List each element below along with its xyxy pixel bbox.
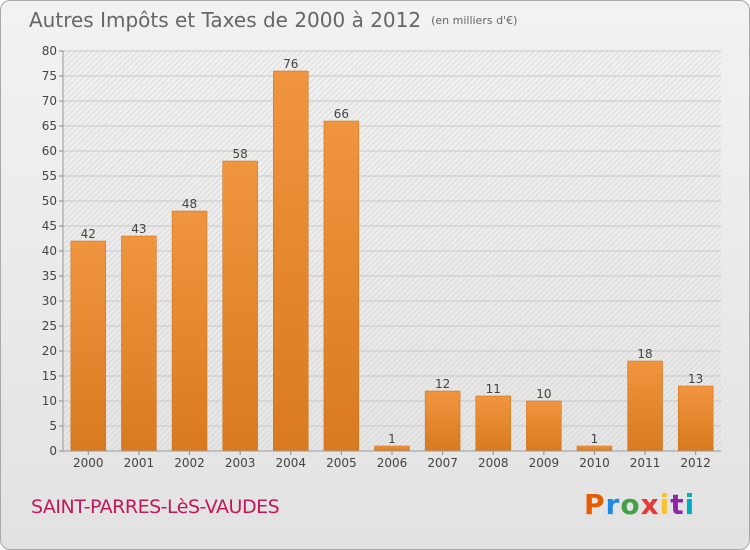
x-tick-label: 2004 [275,456,306,470]
y-tick-label: 40 [42,244,57,258]
y-tick-label: 70 [42,94,57,108]
bar-2011[interactable] [627,360,663,452]
bar-2001[interactable] [121,235,157,452]
y-tick-label: 55 [42,169,57,183]
logo-letter: t [670,488,685,521]
x-tick-label: 2007 [427,456,458,470]
logo-letter: i [684,488,696,521]
data-label-2011: 18 [637,347,652,361]
y-tick-label: 30 [42,294,57,308]
logo-letter: i [659,488,671,521]
logo-letter: P [584,488,606,521]
x-tick-label: 2009 [529,456,560,470]
x-tick-label: 2010 [579,456,610,470]
y-tick-label: 80 [42,44,57,58]
bar-2007[interactable] [424,390,461,452]
chart-subtitle: (en milliers d'€) [431,14,518,27]
data-label-2006: 1 [388,432,396,446]
y-tick-label: 65 [42,119,57,133]
bar-2009[interactable] [526,400,562,452]
x-tick-label: 2012 [680,456,711,470]
data-label-2010: 1 [591,432,599,446]
y-tick-label: 45 [42,219,57,233]
data-label-2008: 11 [486,382,501,396]
data-label-2002: 48 [182,197,197,211]
chart-title: Autres Impôts et Taxes de 2000 à 2012 (en… [29,8,517,32]
logo-letter: x [640,488,660,521]
x-tick-label: 2000 [73,456,104,470]
x-tick-label: 2006 [377,456,408,470]
data-label-2000: 42 [81,227,96,241]
x-axis: 2000 2001 2002 2003 2004 2005 2006 2007 2008 2009… [63,450,721,470]
y-tick-label: 60 [42,144,57,158]
logo-letter: o [620,488,641,521]
bar-2004[interactable] [273,70,309,452]
bars: 42 43 48 58 76 66 1 12 11 10 1 18 13 [70,57,714,452]
y-tick-label: 15 [42,369,57,383]
location-name: SAINT-PARRES-LèS-VAUDES [31,496,280,518]
bar-2002[interactable] [171,210,208,452]
x-tick-label: 2002 [174,456,205,470]
y-tick-label: 20 [42,344,57,358]
data-label-2004: 76 [283,57,298,71]
y-tick-label: 25 [42,319,57,333]
x-tick-label: 2003 [225,456,256,470]
bar-2010[interactable] [576,445,613,452]
y-axis: 0 5 10 15 20 25 30 35 40 45 50 55 60 65 70 75 80 [42,44,64,458]
y-tick-label: 50 [42,194,57,208]
x-tick-label: 2005 [326,456,357,470]
y-tick-label: 0 [49,444,57,458]
data-label-2007: 12 [435,377,450,391]
data-label-2005: 66 [334,107,349,121]
data-label-2003: 58 [233,147,248,161]
bar-2012[interactable] [677,385,714,452]
x-tick-label: 2001 [124,456,155,470]
x-tick-label: 2011 [630,456,661,470]
y-tick-label: 10 [42,394,57,408]
bar-2005[interactable] [323,120,360,452]
bar-2000[interactable] [70,240,107,452]
x-tick-label: 2008 [478,456,509,470]
data-label-2012: 13 [688,372,703,386]
logo-letter: r [605,488,621,521]
y-tick-label: 75 [42,69,57,83]
chart-title-text: Autres Impôts et Taxes de 2000 à 2012 [29,8,422,32]
y-tick-label: 5 [49,419,57,433]
data-label-2009: 10 [536,387,551,401]
bar-2003[interactable] [222,160,258,452]
y-tick-label: 35 [42,269,57,283]
data-label-2001: 43 [131,222,146,236]
proxiti-logo[interactable]: Proxiti [584,488,695,521]
bar-2008[interactable] [475,395,511,452]
bar-2006[interactable] [374,445,410,452]
